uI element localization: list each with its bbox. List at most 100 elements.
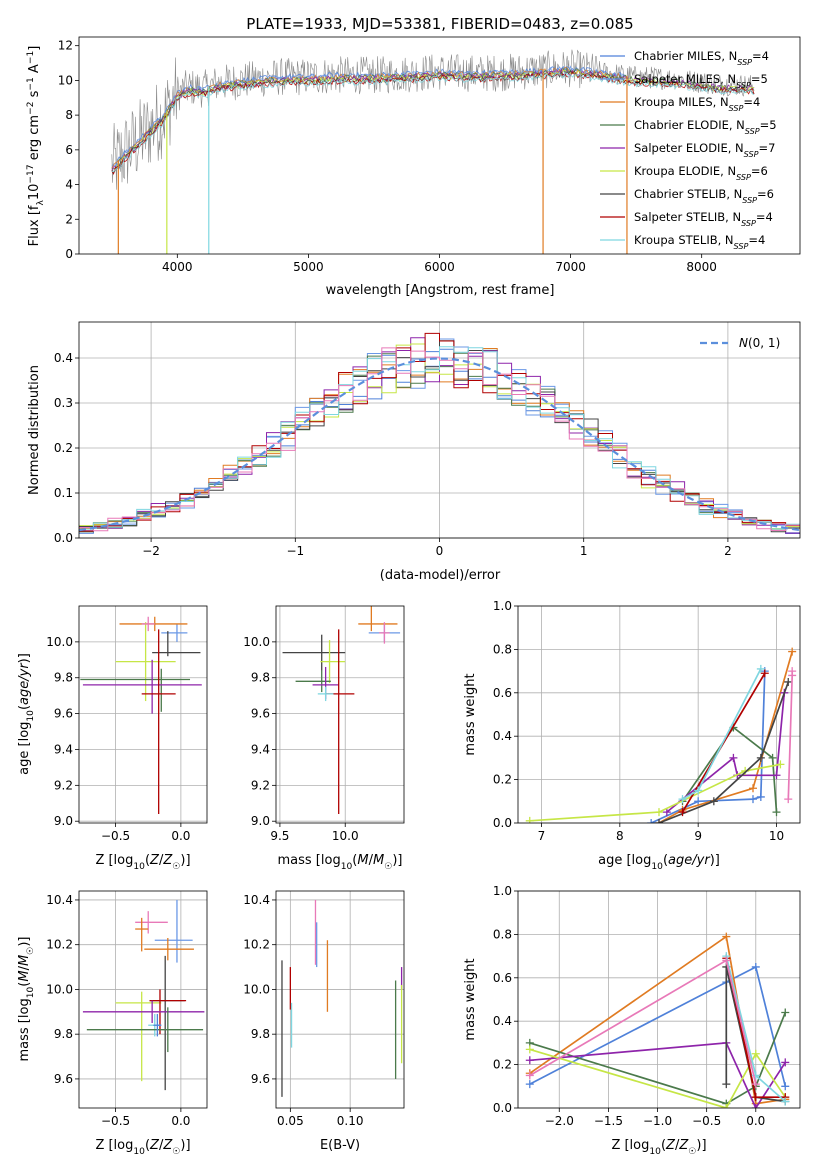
axes-frame xyxy=(517,890,801,1109)
plot-area xyxy=(82,899,205,1091)
series-line xyxy=(529,763,781,822)
mass-weight-series xyxy=(525,1008,790,1108)
plot-area xyxy=(281,899,403,1097)
legend-label: Salpeter MILES, NSSP=5 xyxy=(634,72,768,90)
x-axis-label: (data-model)/error xyxy=(380,568,501,583)
x-tick-label: −0.5 xyxy=(101,829,130,843)
mass-weight-series xyxy=(784,667,797,804)
y-tick-label: 10.2 xyxy=(243,938,270,952)
y-tick-label: 0.0 xyxy=(493,1101,512,1115)
legend-label: Salpeter ELODIE, NSSP=7 xyxy=(634,141,775,159)
y-tick-label: 0.1 xyxy=(54,486,73,500)
error-bar-point xyxy=(379,622,390,644)
error-bar-point xyxy=(161,623,188,642)
y-tick-label: 9.2 xyxy=(251,778,270,792)
residuals-chart: −2 −1 0 1 2 0.0 0.1 0.2 0.3 0.4 N(0, 1) (data-model… xyxy=(27,321,801,583)
y-tick-label: 1.0 xyxy=(493,599,512,613)
x-tick-label: 9 xyxy=(694,829,702,843)
legend-label: Kroupa ELODIE, NSSP=6 xyxy=(634,164,768,182)
axes-frame xyxy=(275,605,405,824)
series-marker xyxy=(776,760,785,769)
x-tick-label: 7 xyxy=(538,829,546,843)
plot-area xyxy=(111,49,755,254)
error-bar-point xyxy=(282,634,346,671)
model-spectrum-line xyxy=(111,65,626,167)
y-axis-label: age [log10(age/yr)] xyxy=(17,653,36,775)
mass_weight_vs_Z-chart: −2.0 −1.5 −1.0 −0.5 0.0 0.0 0.2 0.4 0.6 0.8 1.0 Z [… xyxy=(463,884,801,1157)
x-tick-label: 9.5 xyxy=(270,829,289,843)
error-bar-point xyxy=(144,937,194,961)
y-axis-label: Flux [fλ10−17 erg cm−2 s−1 A−1] xyxy=(26,46,46,247)
x-tick-label: 8 xyxy=(616,829,624,843)
series-marker xyxy=(694,786,703,795)
y-tick-label: 10.0 xyxy=(46,982,73,996)
series-marker xyxy=(784,795,793,804)
series-line xyxy=(529,1048,787,1108)
series-marker xyxy=(788,667,797,676)
y-tick-label: 9.4 xyxy=(251,742,270,756)
series-marker xyxy=(772,808,781,817)
y-tick-label: 9.0 xyxy=(251,814,270,828)
x-tick-label: −1.0 xyxy=(643,1114,672,1128)
x-tick-label: −2.0 xyxy=(545,1114,574,1128)
y-tick-label: 0.4 xyxy=(54,351,73,365)
spectrum-legend: Chabrier MILES, NSSP=4 Salpeter MILES, NS… xyxy=(600,49,777,251)
series-marker xyxy=(781,1008,790,1017)
y-tick-label: 2 xyxy=(65,212,73,226)
y-tick-label: 9.6 xyxy=(54,1072,73,1086)
x-tick-label: 5000 xyxy=(293,260,324,274)
error-bar-point xyxy=(295,670,331,693)
error-bar-point xyxy=(358,606,398,632)
legend-label: Kroupa STELIB, NSSP=4 xyxy=(634,233,765,251)
series-marker xyxy=(525,1056,534,1065)
error-bar-point xyxy=(80,668,191,712)
legend-label: Chabrier MILES, NSSP=4 xyxy=(634,49,769,67)
error-bar-point xyxy=(317,686,334,702)
error-bar-point xyxy=(115,622,176,702)
plot-area xyxy=(79,332,800,534)
y-tick-label: 9.6 xyxy=(54,707,73,721)
plot-area xyxy=(80,616,202,815)
y-tick-label: 0.6 xyxy=(493,971,512,985)
x-tick-label: 0.0 xyxy=(746,1114,765,1128)
series-marker xyxy=(751,1080,760,1089)
y-tick-label: 12 xyxy=(58,39,73,53)
axes-frame xyxy=(78,36,801,255)
series-marker xyxy=(709,797,718,806)
normal-distribution-line xyxy=(79,357,800,532)
y-tick-label: 9.8 xyxy=(54,1027,73,1041)
y-tick-label: 9.2 xyxy=(54,778,73,792)
error-bar-point xyxy=(115,991,162,1082)
series-marker xyxy=(768,753,777,762)
x-axis-label: Z [log10(Z/Z☉)] xyxy=(611,1138,706,1157)
y-axis-label: mass weight xyxy=(463,673,478,755)
y-tick-label: 0.4 xyxy=(493,729,512,743)
mass_vs_Z-chart: −0.5 0.0 9.6 9.8 10.0 10.2 10.4 Z [log10(Z/Z☉)]… xyxy=(17,890,208,1157)
histogram-step xyxy=(79,332,800,532)
legend-label: Chabrier ELODIE, NSSP=5 xyxy=(634,118,777,136)
error-bar-point xyxy=(154,899,193,963)
series-marker xyxy=(729,753,738,762)
series-marker xyxy=(751,1104,760,1108)
x-tick-label: 0.05 xyxy=(277,1114,304,1128)
series-marker xyxy=(722,1080,731,1089)
series-marker xyxy=(756,753,765,762)
y-tick-label: 0.2 xyxy=(54,441,73,455)
series-marker xyxy=(784,677,793,686)
legend-label: Kroupa MILES, NSSP=4 xyxy=(634,95,760,113)
error-bar-point xyxy=(135,911,168,934)
series-marker xyxy=(722,956,731,965)
x-tick-label: 8000 xyxy=(686,260,717,274)
x-tick-label: 1 xyxy=(580,544,588,558)
plot-area xyxy=(282,606,401,815)
y-tick-label: 0.3 xyxy=(54,396,73,410)
x-tick-label: 7000 xyxy=(555,260,586,274)
y-tick-label: 0.6 xyxy=(493,686,512,700)
residuals-legend: N(0, 1) xyxy=(700,336,780,350)
y-tick-label: 0.2 xyxy=(493,1058,512,1072)
series-marker xyxy=(781,1082,790,1091)
x-tick-label: −2 xyxy=(142,544,160,558)
error-bar-point xyxy=(141,629,176,815)
x-axis-label: mass [log10(M/M☉)] xyxy=(278,853,403,872)
